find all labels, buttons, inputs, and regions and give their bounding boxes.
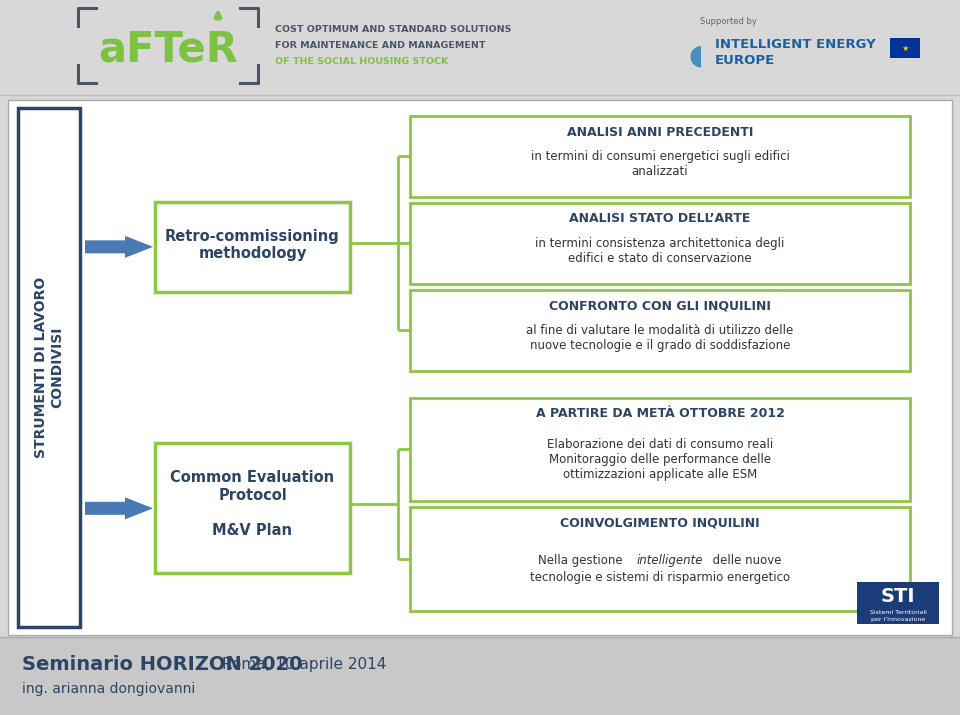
Text: CONFRONTO CON GLI INQUILINI: CONFRONTO CON GLI INQUILINI bbox=[549, 300, 771, 312]
Text: EUROPE: EUROPE bbox=[715, 54, 776, 66]
Text: Elaborazione dei dati di consumo reali
Monitoraggio delle performance delle
otti: Elaborazione dei dati di consumo reali M… bbox=[547, 438, 773, 481]
Text: Seminario HORIZON 2020: Seminario HORIZON 2020 bbox=[22, 656, 302, 674]
Text: ing. arianna dongiovanni: ing. arianna dongiovanni bbox=[22, 682, 195, 696]
Text: aFTeR: aFTeR bbox=[98, 28, 238, 70]
Text: ★: ★ bbox=[901, 44, 909, 52]
Bar bbox=[410, 508, 910, 611]
Bar bbox=[155, 202, 350, 292]
Bar bbox=[857, 582, 939, 624]
Bar bbox=[890, 38, 920, 58]
Text: STI: STI bbox=[880, 586, 915, 606]
Text: intelligente: intelligente bbox=[636, 553, 704, 567]
Text: Retro-commissioning
methodology: Retro-commissioning methodology bbox=[165, 229, 340, 261]
Text: M&V Plan: M&V Plan bbox=[212, 523, 293, 538]
Polygon shape bbox=[85, 498, 153, 519]
Text: ANALISI STATO DELL’ARTE: ANALISI STATO DELL’ARTE bbox=[569, 212, 751, 225]
Text: in termini consistenza architettonica degli
edifici e stato di conservazione: in termini consistenza architettonica de… bbox=[536, 237, 784, 265]
Bar bbox=[410, 398, 910, 501]
Bar bbox=[0, 637, 960, 715]
Text: COST OPTIMUM AND STANDARD SOLUTIONS: COST OPTIMUM AND STANDARD SOLUTIONS bbox=[275, 26, 512, 34]
Text: in termini di consumi energetici sugli edifici
analizzati: in termini di consumi energetici sugli e… bbox=[531, 150, 789, 179]
Text: per l'Innovazione: per l'Innovazione bbox=[871, 618, 925, 623]
Bar bbox=[18, 108, 80, 627]
Bar bbox=[410, 203, 910, 284]
Text: Roma, 10 aprile 2014: Roma, 10 aprile 2014 bbox=[222, 658, 386, 673]
Text: Sistemi Territoriali: Sistemi Territoriali bbox=[870, 609, 926, 614]
Text: al fine di valutare le modalità di utilizzo delle
nuove tecnologie e il grado di: al fine di valutare le modalità di utili… bbox=[526, 324, 794, 352]
Text: ANALISI ANNI PRECEDENTI: ANALISI ANNI PRECEDENTI bbox=[566, 126, 754, 139]
Text: INTELLIGENT ENERGY: INTELLIGENT ENERGY bbox=[715, 37, 876, 51]
Text: COINVOLGIMENTO INQUILINI: COINVOLGIMENTO INQUILINI bbox=[561, 517, 759, 530]
Bar bbox=[410, 116, 910, 197]
Text: tecnologie e sistemi di risparmio energetico: tecnologie e sistemi di risparmio energe… bbox=[530, 571, 790, 583]
Text: FOR MAINTENANCE AND MANAGEMENT: FOR MAINTENANCE AND MANAGEMENT bbox=[275, 41, 486, 51]
Text: Common Evaluation
Protocol: Common Evaluation Protocol bbox=[171, 470, 335, 503]
Text: OF THE SOCIAL HOUSING STOCK: OF THE SOCIAL HOUSING STOCK bbox=[275, 57, 448, 66]
Text: Supported by: Supported by bbox=[700, 17, 756, 26]
Text: STRUMENTI DI LAVORO
CONDIVISI: STRUMENTI DI LAVORO CONDIVISI bbox=[34, 277, 64, 458]
Text: Nella gestione                        delle nuove: Nella gestione delle nuove bbox=[539, 553, 781, 567]
Bar bbox=[410, 290, 910, 370]
Text: ◖: ◖ bbox=[688, 41, 703, 69]
Bar bbox=[155, 443, 350, 573]
Text: A PARTIRE DA METÀ OTTOBRE 2012: A PARTIRE DA METÀ OTTOBRE 2012 bbox=[536, 407, 784, 420]
Polygon shape bbox=[85, 236, 153, 258]
Bar bbox=[8, 100, 952, 635]
Bar bbox=[0, 0, 960, 95]
